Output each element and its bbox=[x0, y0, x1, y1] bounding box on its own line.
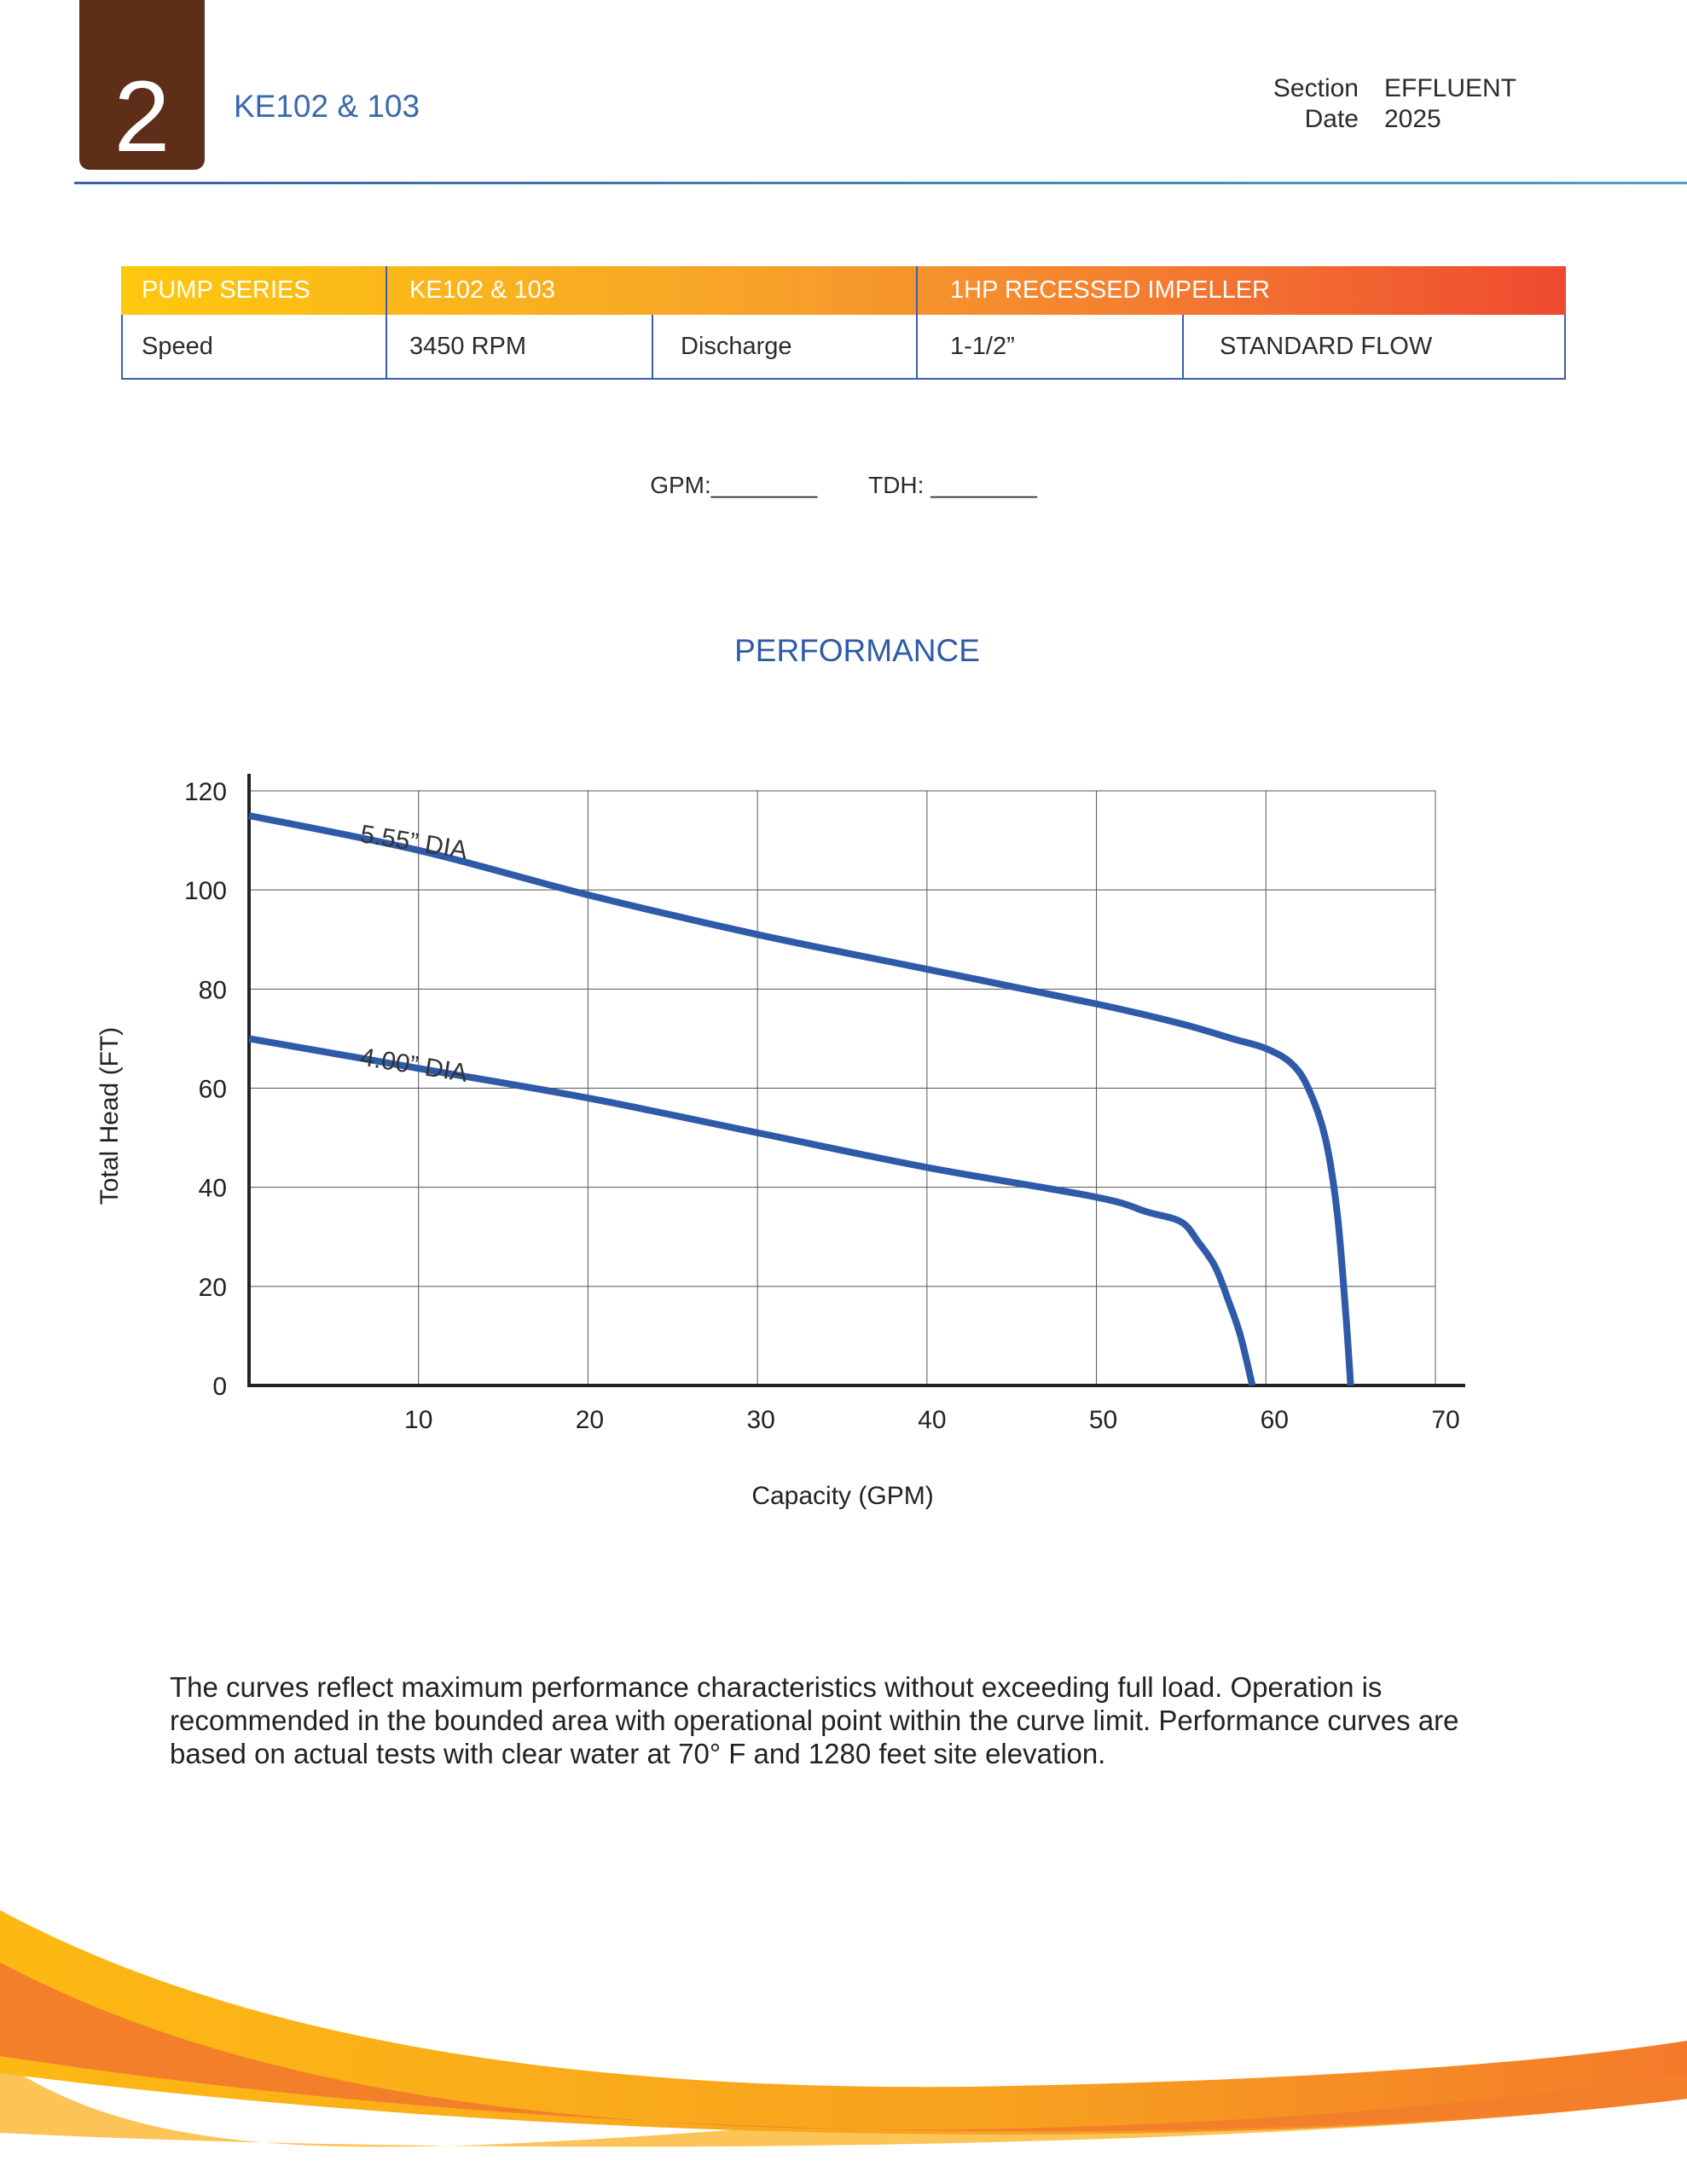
spec-flow-type: STANDARD FLOW bbox=[1220, 332, 1433, 360]
spec-divider bbox=[386, 266, 387, 378]
curve-4in bbox=[248, 1035, 1256, 1386]
y-axis-label: Total Head (FT) bbox=[96, 1027, 124, 1205]
model-title: KE102 & 103 bbox=[234, 89, 420, 124]
header-divider bbox=[74, 182, 1687, 184]
spec-header-model: KE102 & 103 bbox=[409, 276, 555, 304]
performance-chart: 10 20 30 40 50 60 70 0 20 40 60 80 100 120 5.55” DIA 4.… bbox=[96, 774, 1465, 1510]
spec-discharge-value: 1-1/2” bbox=[950, 332, 1015, 360]
x-tick-label: 20 bbox=[576, 1406, 604, 1434]
y-tick-label: 100 bbox=[184, 877, 227, 905]
spec-speed-value: 3450 RPM bbox=[409, 332, 527, 360]
y-tick-label: 120 bbox=[184, 778, 227, 806]
x-axis-label: Capacity (GPM) bbox=[751, 1482, 933, 1510]
y-tick-label: 0 bbox=[212, 1373, 227, 1401]
y-tick-label: 80 bbox=[199, 976, 227, 1004]
x-tick-label: 10 bbox=[404, 1406, 432, 1434]
spec-table: PUMP SERIES KE102 & 103 1HP RECESSED IMP… bbox=[121, 266, 1566, 380]
curve-label: 4.00” DIA bbox=[358, 1043, 469, 1088]
curve-label: 5.55” DIA bbox=[358, 820, 469, 864]
wave-band bbox=[0, 1910, 1687, 2135]
section-number-badge: 2 bbox=[79, 0, 205, 170]
x-tick-label: 30 bbox=[746, 1406, 774, 1434]
spec-divider bbox=[1182, 315, 1184, 378]
section-label: Section bbox=[1272, 74, 1359, 102]
operating-point-fields: GPM:________ TDH: ________ bbox=[0, 472, 1687, 499]
x-tick-label: 50 bbox=[1089, 1406, 1117, 1434]
y-tick-label: 20 bbox=[199, 1274, 227, 1302]
spec-header-type: 1HP RECESSED IMPELLER bbox=[950, 276, 1270, 304]
spec-divider bbox=[652, 315, 653, 378]
x-tick-label: 70 bbox=[1431, 1406, 1459, 1434]
gpm-field[interactable]: GPM:________ bbox=[650, 472, 818, 498]
performance-note: The curves reflect maximum performance c… bbox=[170, 1671, 1459, 1769]
y-tick-label: 60 bbox=[199, 1076, 227, 1104]
tdh-field[interactable]: TDH: ________ bbox=[868, 472, 1037, 498]
spec-header-series: PUMP SERIES bbox=[142, 276, 310, 304]
date-value: 2025 bbox=[1384, 105, 1441, 133]
x-tick-label: 40 bbox=[918, 1406, 946, 1434]
section-value: EFFLUENT bbox=[1384, 74, 1517, 102]
decorative-wave bbox=[0, 1910, 1687, 2147]
curve-5-55in bbox=[248, 812, 1354, 1386]
section-meta: Section EFFLUENT Date 2025 bbox=[1262, 73, 1516, 135]
spec-speed-label: Speed bbox=[142, 332, 213, 360]
spec-divider bbox=[916, 266, 918, 378]
chart-title: PERFORMANCE bbox=[734, 633, 980, 668]
spec-header-row bbox=[121, 266, 1566, 315]
spec-discharge-label: Discharge bbox=[681, 332, 792, 360]
x-tick-label: 60 bbox=[1261, 1406, 1289, 1434]
date-label: Date bbox=[1304, 105, 1359, 133]
y-tick-label: 40 bbox=[199, 1175, 227, 1203]
